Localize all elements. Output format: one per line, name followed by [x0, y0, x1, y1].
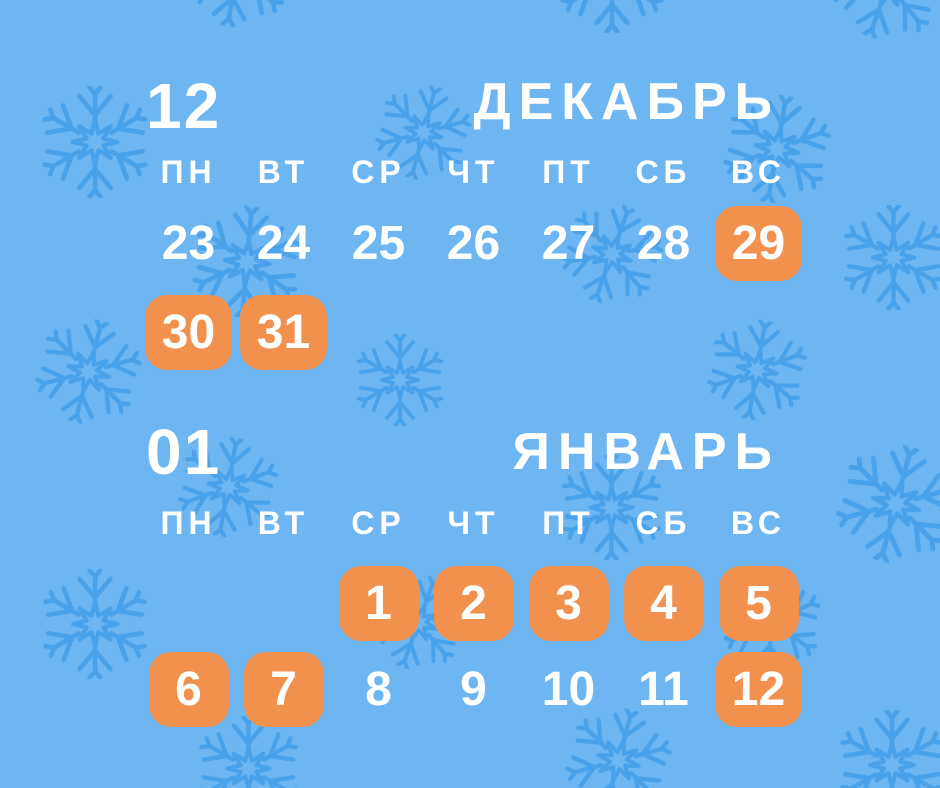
snowflake-icon — [841, 205, 940, 310]
day-number: 26 — [446, 216, 501, 270]
day-number: 9 — [460, 662, 487, 716]
weekday-label: ВС — [731, 505, 786, 541]
month-number: 01 — [146, 416, 222, 488]
weekday-label: ЧТ — [447, 505, 500, 541]
month-name: ДЕКАБРЬ — [473, 73, 780, 131]
weekday-label: ПТ — [542, 154, 595, 190]
day-cell: 6 — [141, 652, 236, 727]
day-cell: 10 — [521, 652, 616, 727]
day-number: 1 — [338, 566, 419, 641]
day-number: 2 — [433, 566, 514, 641]
day-cell: 30 — [141, 295, 236, 370]
weekday-label: ЧТ — [447, 154, 500, 190]
weekday-label: ПТ — [542, 505, 595, 541]
day-cell: 29 — [711, 206, 806, 281]
weekday-label: ПН — [160, 505, 217, 541]
day-cell: 24 — [236, 206, 331, 281]
day-cell: 7 — [236, 652, 331, 727]
day-number: 3 — [528, 566, 609, 641]
day-cell: 26 — [426, 206, 521, 281]
snowflake-icon — [557, 0, 667, 33]
day-cell: 1 — [331, 566, 426, 641]
snowflake-icon — [173, 0, 300, 36]
week-row: 30 31 — [141, 295, 806, 370]
day-number: 31 — [239, 295, 328, 370]
weekday-row: ПН ВТ СР ЧТ ПТ СБ ВС — [141, 503, 806, 543]
day-number: 27 — [541, 216, 596, 270]
weekday-label: СР — [351, 154, 406, 190]
snowflake-icon — [818, 0, 940, 55]
day-number: 23 — [161, 216, 216, 270]
day-cell: 27 — [521, 206, 616, 281]
day-number: 30 — [144, 295, 233, 370]
weekday-label: ПН — [160, 154, 217, 190]
day-number: 11 — [638, 662, 689, 716]
day-cell: 5 — [711, 566, 806, 641]
day-number: 8 — [365, 662, 392, 716]
weekday-label: ВТ — [257, 154, 310, 190]
weekday-label: ВТ — [257, 505, 310, 541]
week-row: 23 24 25 26 27 28 29 — [141, 206, 806, 281]
weekday-label: СБ — [635, 154, 692, 190]
day-cell: 11 — [616, 652, 711, 727]
day-cell: 8 — [331, 652, 426, 727]
day-number: 25 — [351, 216, 406, 270]
snowflake-icon — [24, 307, 153, 436]
day-number: 7 — [243, 652, 324, 727]
snowflake-icon — [39, 86, 151, 198]
week-row: 6 7 8 9 10 11 12 — [141, 652, 806, 727]
weekday-label: СР — [351, 505, 406, 541]
day-number: 10 — [541, 662, 596, 716]
day-cell: 4 — [616, 566, 711, 641]
snowflake-icon — [824, 432, 940, 577]
weekday-label: СБ — [635, 505, 692, 541]
day-number: 6 — [148, 652, 229, 727]
month-number: 12 — [146, 70, 222, 142]
month-name: ЯНВАРЬ — [512, 423, 780, 481]
day-number: 24 — [256, 216, 311, 270]
day-cell: 3 — [521, 566, 616, 641]
day-cell: 28 — [616, 206, 711, 281]
day-number: 28 — [636, 216, 691, 270]
day-cell: 23 — [141, 206, 236, 281]
weekday-row: ПН ВТ СР ЧТ ПТ СБ ВС — [141, 152, 806, 192]
weekday-label: ВС — [731, 154, 786, 190]
day-cell: 12 — [711, 652, 806, 727]
day-cell: 31 — [236, 295, 331, 370]
day-cell: 9 — [426, 652, 521, 727]
day-cell: 25 — [331, 206, 426, 281]
snowflake-icon — [837, 710, 940, 788]
day-number: 29 — [714, 206, 803, 281]
snowflake-icon — [40, 569, 150, 679]
day-number: 4 — [623, 566, 704, 641]
day-number: 5 — [718, 566, 799, 641]
day-cell: 2 — [426, 566, 521, 641]
week-row: 1 2 3 4 5 — [141, 566, 806, 641]
day-number: 12 — [714, 652, 803, 727]
